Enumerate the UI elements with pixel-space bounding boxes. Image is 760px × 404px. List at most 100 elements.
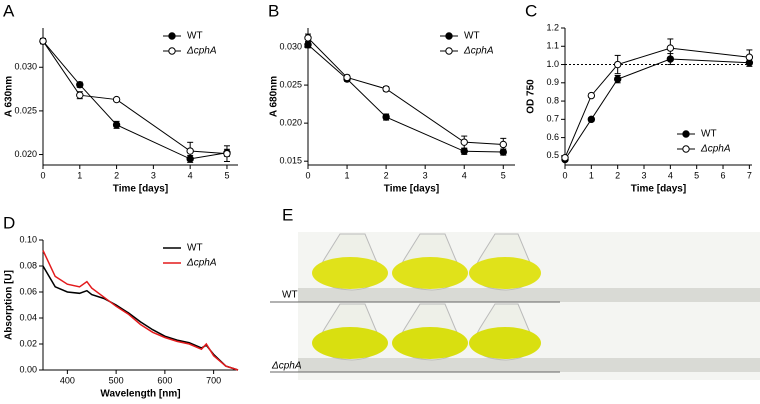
- x-tick-label: 5: [694, 170, 699, 180]
- y-tick-label: 0.10: [19, 234, 37, 244]
- legend-marker: [168, 32, 176, 40]
- x-tick-label: 2: [114, 170, 119, 180]
- y-tick-label: 0.015: [279, 156, 302, 166]
- photo-panel: WT ΔcphA E: [270, 205, 760, 380]
- row-label: ΔcphA: [271, 361, 302, 372]
- flasks-top: [312, 233, 541, 291]
- culture: [312, 327, 388, 359]
- x-tick-label: 400: [60, 375, 75, 385]
- legend-label: WT: [187, 243, 203, 254]
- data-point: [666, 44, 675, 52]
- photo-background: [298, 232, 760, 380]
- data-point: [460, 138, 468, 146]
- x-tick-label: 0: [40, 170, 45, 180]
- series-line: [42, 40, 227, 155]
- x-tick-label: 1: [345, 170, 350, 180]
- legend-label: WT: [464, 31, 480, 42]
- data-point: [613, 60, 622, 69]
- legend-label: ΔcphA: [700, 144, 731, 155]
- data-point: [343, 73, 351, 82]
- x-tick-label: 3: [151, 170, 156, 180]
- y-axis-title: A 630nm: [4, 76, 15, 117]
- data-point: [382, 85, 390, 93]
- x-tick-label: 1: [77, 170, 82, 180]
- culture: [469, 257, 541, 289]
- x-tick-label: 5: [501, 170, 506, 180]
- data-point: [186, 147, 194, 155]
- x-tick-label: 5: [224, 170, 229, 180]
- x-tick-label: 0: [562, 170, 567, 180]
- y-axis-title: OD 750: [526, 79, 537, 114]
- panel-letter: E: [282, 205, 293, 224]
- y-tick-label: 0.06: [19, 286, 37, 296]
- y-axis-title: A 680nm: [269, 76, 280, 117]
- legend-label: ΔcphA: [186, 258, 217, 269]
- panel-letter: D: [3, 213, 15, 232]
- y-axis-title: Absorption [U]: [4, 270, 15, 340]
- y-tick-label: 1.2: [546, 22, 559, 32]
- series-line: [307, 44, 504, 153]
- y-tick-label: 0.020: [14, 149, 37, 159]
- y-tick-label: 0.020: [279, 118, 302, 128]
- y-tick-label: 0.025: [14, 105, 37, 115]
- y-tick-label: 0.04: [19, 312, 37, 322]
- x-tick-label: 7: [747, 170, 752, 180]
- x-tick-label: 3: [423, 170, 428, 180]
- legend-marker: [682, 145, 690, 153]
- shelf: [298, 288, 760, 302]
- culture: [312, 257, 388, 289]
- x-tick-label: 2: [615, 170, 620, 180]
- x-tick-label: 2: [384, 170, 389, 180]
- data-point: [499, 140, 507, 149]
- legend-marker: [682, 130, 690, 138]
- y-tick-label: 0.08: [19, 260, 37, 270]
- row-label: WT: [282, 290, 298, 301]
- data-point: [112, 121, 121, 129]
- x-tick-label: 6: [721, 170, 726, 180]
- data-point: [460, 147, 468, 156]
- legend-marker: [445, 32, 453, 40]
- y-tick-label: 0.5: [546, 150, 559, 160]
- legend-marker: [445, 47, 453, 55]
- series-line: [42, 265, 239, 371]
- legend-label: WT: [187, 31, 203, 42]
- data-point: [613, 75, 622, 83]
- x-tick-label: 4: [188, 170, 193, 180]
- x-axis-title: Time [days]: [384, 184, 439, 195]
- y-tick-label: 0.030: [14, 62, 37, 72]
- x-tick-label: 1: [589, 170, 594, 180]
- legend-label: ΔcphA: [463, 46, 494, 57]
- y-tick-label: 0.030: [279, 41, 302, 51]
- y-tick-label: 0.9: [546, 77, 559, 87]
- y-tick-label: 0.6: [546, 132, 559, 142]
- panel-letter: B: [268, 1, 279, 20]
- data-point: [112, 95, 121, 104]
- culture: [469, 327, 541, 359]
- x-tick-label: 0: [305, 170, 310, 180]
- data-point: [76, 91, 84, 99]
- data-point: [587, 115, 596, 124]
- legend-label: WT: [701, 129, 717, 140]
- y-tick-label: 1.0: [546, 59, 559, 69]
- data-point: [76, 81, 84, 89]
- data-point: [561, 153, 569, 162]
- panel-letter: C: [525, 1, 537, 20]
- y-tick-label: 0.8: [546, 95, 559, 105]
- x-axis-title: Time [days]: [113, 184, 168, 195]
- x-tick-label: 3: [642, 170, 647, 180]
- legend-label: ΔcphA: [186, 46, 217, 57]
- shelf: [298, 358, 760, 372]
- flasks-bottom: [312, 303, 541, 361]
- series-line: [42, 40, 228, 160]
- x-tick-label: 600: [157, 375, 172, 385]
- y-tick-label: 0.7: [546, 114, 559, 124]
- x-axis-title: Wavelength [nm]: [100, 389, 180, 400]
- data-point: [382, 113, 390, 121]
- data-point: [587, 91, 596, 100]
- y-tick-label: 1.1: [546, 41, 559, 51]
- x-tick-label: 4: [668, 170, 673, 180]
- x-axis-title: Time [days]: [631, 184, 686, 195]
- data-point: [304, 41, 312, 49]
- data-point: [304, 34, 312, 42]
- series-line: [42, 250, 239, 371]
